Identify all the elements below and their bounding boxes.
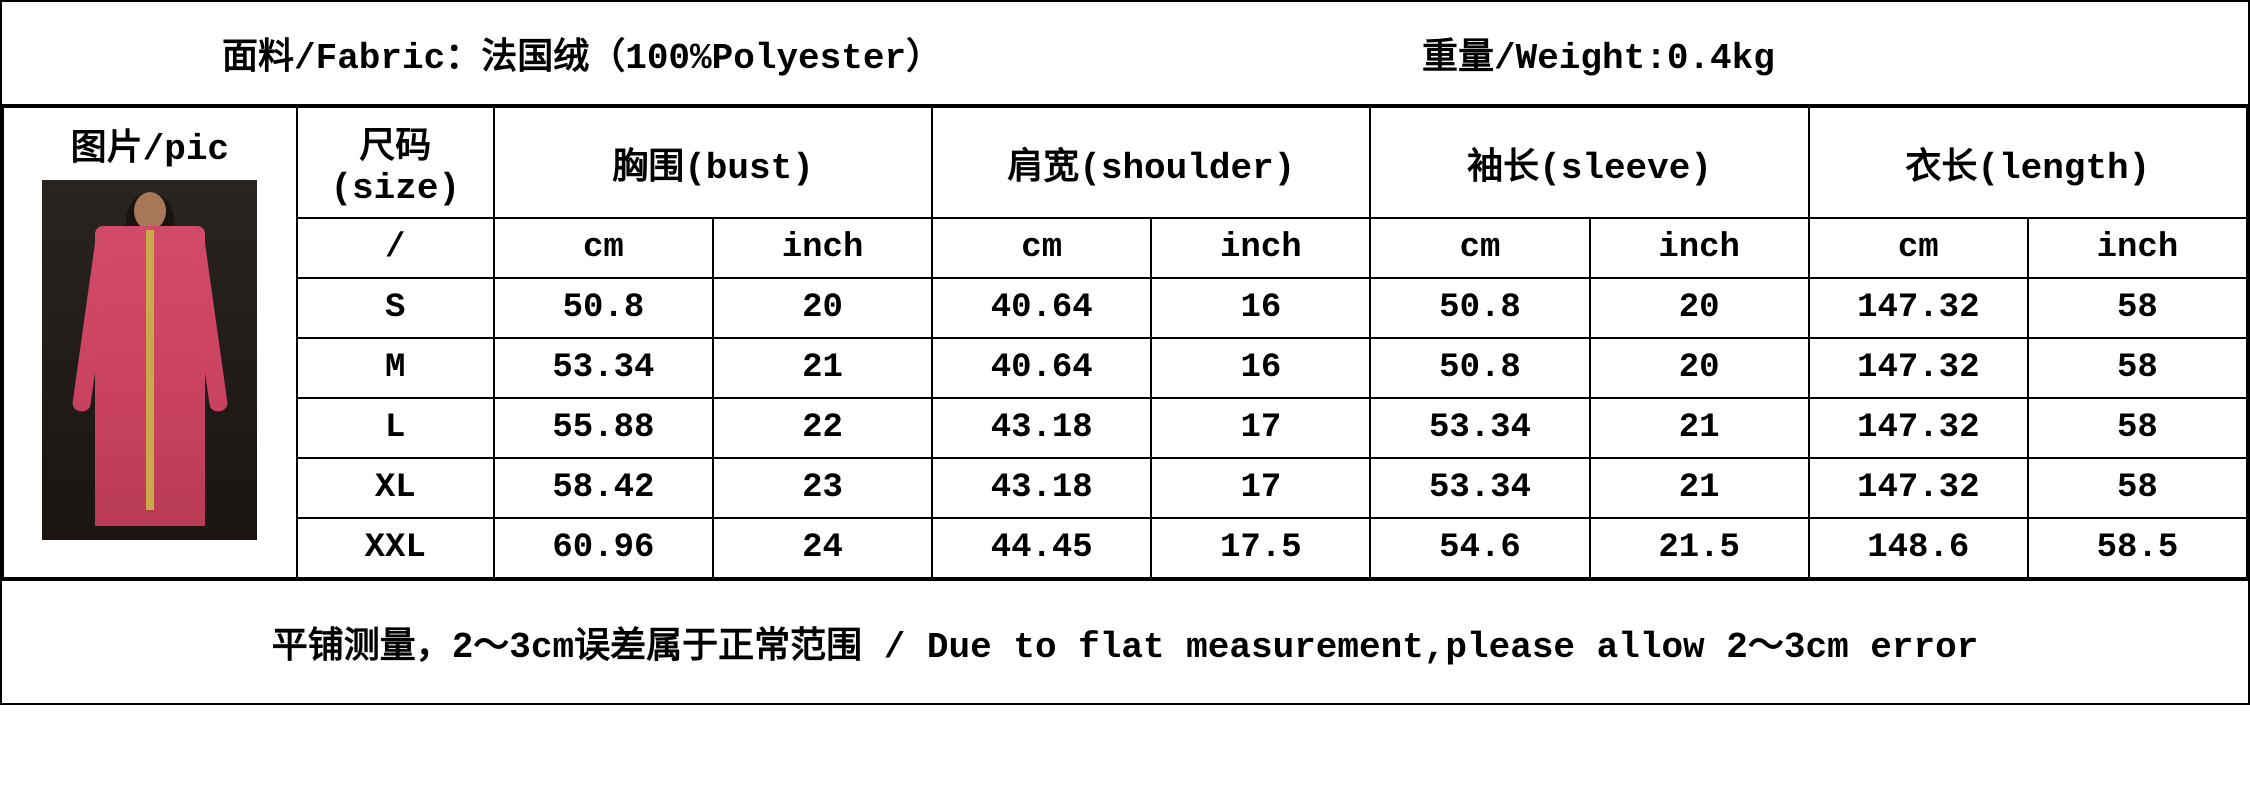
cell: 148.6 [1809,518,2028,578]
cell-size: L [297,398,494,458]
cell: 147.32 [1809,398,2028,458]
cell-size: M [297,338,494,398]
cell-size: XXL [297,518,494,578]
cell: 60.96 [494,518,713,578]
product-image [42,180,257,540]
weight-label: 重量/Weight:0.4kg [1422,27,2248,79]
cell: 147.32 [1809,278,2028,338]
table-row: M 53.34 21 40.64 16 50.8 20 147.32 58 [3,338,2247,398]
unit-cm: cm [494,218,713,278]
cell: 21.5 [1590,518,1809,578]
cell: 23 [713,458,932,518]
unit-row: / cm inch cm inch cm inch cm inch [3,218,2247,278]
cell: 53.34 [1370,398,1589,458]
cell: 43.18 [932,398,1151,458]
cell: 21 [713,338,932,398]
cell: 24 [713,518,932,578]
table-row: L 55.88 22 43.18 17 53.34 21 147.32 58 [3,398,2247,458]
cell: 58 [2028,278,2247,338]
unit-inch: inch [2028,218,2247,278]
cell-size: S [297,278,494,338]
sleeve-header: 袖长(sleeve) [1370,107,1808,218]
cell: 20 [1590,278,1809,338]
table-row: XL 58.42 23 43.18 17 53.34 21 147.32 58 [3,458,2247,518]
length-header: 衣长(length) [1809,107,2247,218]
size-table: 图片/pic 尺码(size) 胸围(bust) 肩宽(shoulder) 袖长… [2,106,2248,579]
unit-inch: inch [1590,218,1809,278]
cell: 40.64 [932,278,1151,338]
cell: 58.5 [2028,518,2247,578]
shoulder-header: 肩宽(shoulder) [932,107,1370,218]
pic-header-label: 图片/pic [14,118,286,170]
pic-header-cell: 图片/pic [3,107,297,578]
unit-size: / [297,218,494,278]
cell: 17 [1151,458,1370,518]
cell: 40.64 [932,338,1151,398]
cell: 43.18 [932,458,1151,518]
cell: 22 [713,398,932,458]
cell: 50.8 [1370,278,1589,338]
header-row: 面料/Fabric：法国绒（100%Polyester） 重量/Weight:0… [2,2,2248,106]
unit-cm: cm [1370,218,1589,278]
cell: 58 [2028,458,2247,518]
cell: 147.32 [1809,338,2028,398]
unit-cm: cm [1809,218,2028,278]
cell: 53.34 [1370,458,1589,518]
cell: 16 [1151,278,1370,338]
cell: 17 [1151,398,1370,458]
unit-cm: cm [932,218,1151,278]
footer-note: 平铺测量，2～3cm误差属于正常范围 / Due to flat measure… [2,579,2248,703]
cell: 50.8 [494,278,713,338]
table-row: S 50.8 20 40.64 16 50.8 20 147.32 58 [3,278,2247,338]
cell: 54.6 [1370,518,1589,578]
cell: 20 [1590,338,1809,398]
cell: 44.45 [932,518,1151,578]
cell: 21 [1590,458,1809,518]
cell: 50.8 [1370,338,1589,398]
size-chart: 面料/Fabric：法国绒（100%Polyester） 重量/Weight:0… [0,0,2250,705]
cell: 16 [1151,338,1370,398]
fabric-label: 面料/Fabric：法国绒（100%Polyester） [2,27,1422,79]
cell-size: XL [297,458,494,518]
bust-header: 胸围(bust) [494,107,932,218]
cell: 53.34 [494,338,713,398]
cell: 147.32 [1809,458,2028,518]
cell: 17.5 [1151,518,1370,578]
unit-inch: inch [713,218,932,278]
table-header-row: 图片/pic 尺码(size) 胸围(bust) 肩宽(shoulder) 袖长… [3,107,2247,218]
cell: 58 [2028,338,2247,398]
cell: 20 [713,278,932,338]
unit-inch: inch [1151,218,1370,278]
cell: 58 [2028,398,2247,458]
cell: 58.42 [494,458,713,518]
size-header: 尺码(size) [297,107,494,218]
cell: 55.88 [494,398,713,458]
cell: 21 [1590,398,1809,458]
table-row: XXL 60.96 24 44.45 17.5 54.6 21.5 148.6 … [3,518,2247,578]
